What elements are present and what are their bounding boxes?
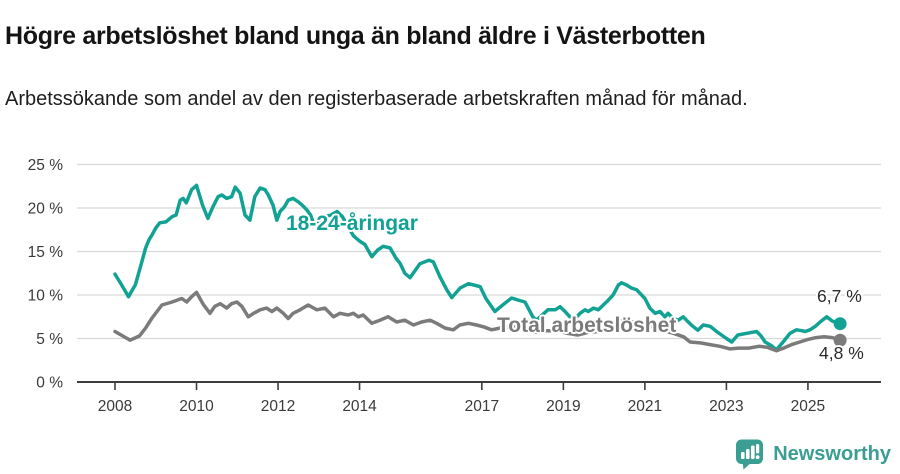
- x-tick-label: 2019: [546, 398, 580, 415]
- series-end-dot-0: [833, 317, 847, 331]
- chart-subtitle: Arbetssökande som andel av den registerb…: [5, 88, 748, 110]
- y-tick-label: 10 %: [28, 288, 64, 305]
- series-line-0: [113, 183, 842, 352]
- y-tick-label: 15 %: [28, 244, 64, 261]
- series-label-18-24: 18-24-åringar: [286, 212, 418, 235]
- y-tick-label: 5 %: [36, 331, 63, 348]
- y-tick-label: 25 %: [28, 157, 64, 174]
- x-tick-label: 2017: [465, 398, 499, 415]
- x-tick-label: 2014: [342, 398, 377, 415]
- x-tick-label: 2023: [709, 398, 743, 415]
- page-title: Högre arbetslöshet bland unga än bland ä…: [5, 21, 706, 50]
- x-axis-ticks: 2008 2010 2012 2014 2017 2019 2021 2023 2025: [98, 382, 825, 415]
- x-tick-label: 2021: [628, 398, 662, 415]
- series-line-1: [113, 290, 842, 353]
- series-end-dot-1: [833, 333, 847, 347]
- end-value-total: 4,8 %: [819, 343, 864, 363]
- x-tick-label: 2010: [179, 398, 214, 415]
- newsworthy-wordmark: Newsworthy: [773, 443, 891, 465]
- end-value-18-24: 6,7 %: [817, 286, 862, 306]
- y-tick-label: 20 %: [28, 201, 64, 218]
- newsworthy-logo[interactable]: Newsworthy: [735, 439, 891, 470]
- newsworthy-bar-chart-bubble-icon: [735, 439, 765, 470]
- x-tick-label: 2008: [98, 398, 132, 415]
- y-tick-label: 0 %: [36, 375, 63, 392]
- y-axis-labels: 0 % 5 % 10 % 15 % 20 % 25 %: [28, 157, 64, 392]
- series-label-total: Total arbetslöshet: [497, 314, 677, 337]
- x-tick-label: 2012: [261, 398, 295, 415]
- x-tick-label: 2025: [791, 398, 825, 415]
